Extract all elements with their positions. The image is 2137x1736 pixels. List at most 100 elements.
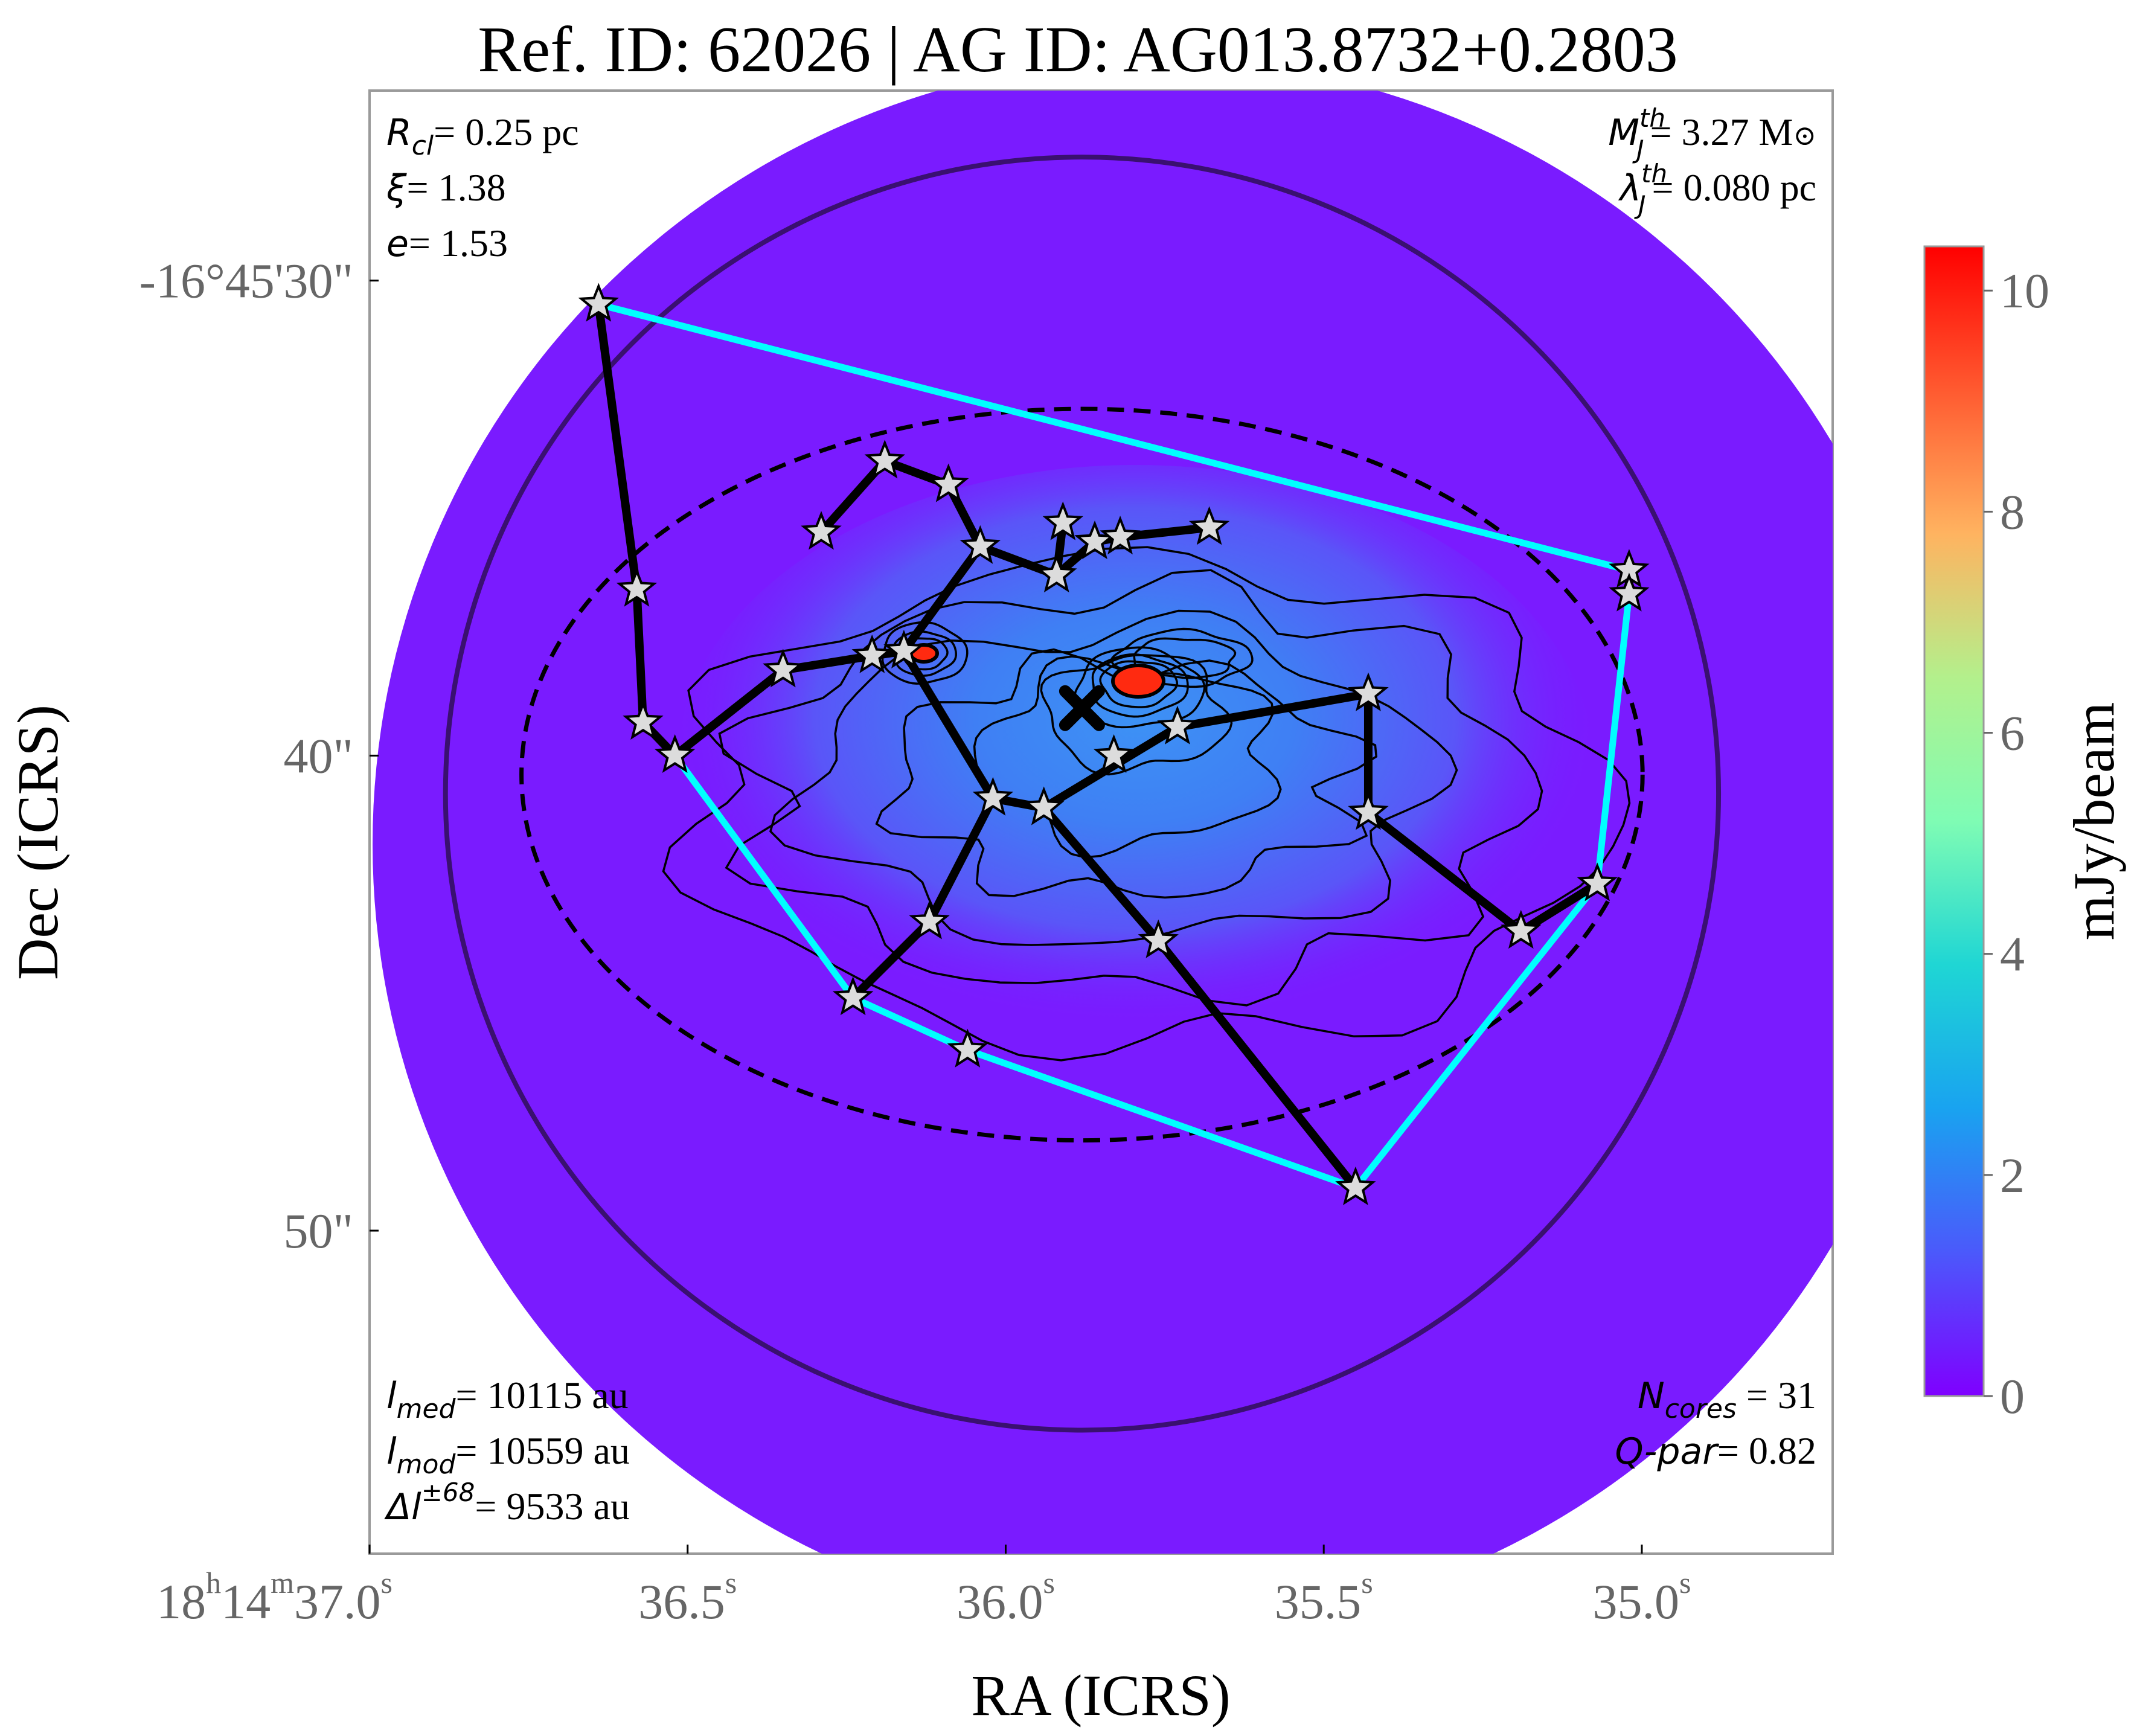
annotation-subscript: mod xyxy=(397,1449,457,1480)
x-tick-seconds-unit: s xyxy=(1043,1566,1054,1600)
hull-edge xyxy=(850,995,971,1054)
mst-edge xyxy=(1039,803,1163,946)
annotation-value: = 10559 au xyxy=(455,1429,630,1472)
x-tick-seconds-unit: s xyxy=(381,1566,392,1600)
hull-edge xyxy=(964,1046,1359,1191)
annotation-symbol: l xyxy=(386,1430,397,1473)
annotation-symbol: N xyxy=(1638,1375,1665,1417)
annotation-symbol: λ xyxy=(1618,167,1642,210)
mst-edge xyxy=(848,917,934,1002)
cores xyxy=(578,283,1650,1205)
colorbar-gradient xyxy=(1923,245,1985,1397)
annotation-value: = 1.53 xyxy=(409,222,508,264)
annotation-symbol: l xyxy=(386,1375,397,1417)
x-tick-seconds: 35.0 xyxy=(1592,1574,1679,1629)
colorbar-label: mJy/beam xyxy=(2062,702,2126,941)
core-star xyxy=(832,976,874,1016)
core-star xyxy=(801,511,842,550)
x-tick-seconds: 35.5 xyxy=(1275,1574,1362,1629)
core-star xyxy=(1100,515,1141,555)
annotation-value: = 31 xyxy=(1737,1374,1816,1417)
center-marker xyxy=(1059,685,1105,731)
x-tick-label: 35.0s xyxy=(1592,1566,1691,1629)
annotation-line: Q-par= 0.82 xyxy=(1615,1429,1816,1473)
contour-line xyxy=(1091,653,1189,718)
annotation-symbol: ξ xyxy=(386,167,407,210)
x-tick-seconds-unit: s xyxy=(725,1566,737,1600)
x-tick-hours-unit: h xyxy=(206,1566,221,1600)
colorbar-tick-label: 4 xyxy=(2000,927,2025,982)
fit-ellipse xyxy=(519,406,1645,1143)
x-axis-label: RA (ICRS) xyxy=(971,1663,1230,1728)
annotation-symbol: e xyxy=(386,223,409,265)
annotation-value: = 0.080 pc xyxy=(1652,166,1817,209)
mst-edge xyxy=(1116,523,1214,542)
annotation-symbol: R xyxy=(386,112,412,154)
core-star xyxy=(1348,672,1389,711)
x-tick-seconds-unit: s xyxy=(1679,1566,1691,1600)
colorbar: 0 2 4 6 8 10 mJy/beam xyxy=(1923,245,2126,1424)
contour-line xyxy=(1099,660,1179,708)
core-star xyxy=(1609,572,1650,612)
annotation-symbol: M xyxy=(1608,112,1639,154)
chart-title: Ref. ID: 62026 | AG ID: AG013.8732+0.280… xyxy=(478,14,1677,86)
core-star xyxy=(1036,553,1077,593)
contour-line xyxy=(1040,654,1233,776)
annotation-subscript: cl xyxy=(412,130,434,161)
annotation-value: = 0.82 xyxy=(1717,1429,1816,1472)
annotation-value: = 10115 au xyxy=(456,1374,629,1417)
annotation-line: Ncores = 31 xyxy=(1638,1374,1816,1424)
core-star xyxy=(1042,501,1084,540)
core-star xyxy=(1093,734,1135,774)
clump-circle xyxy=(443,155,1722,1433)
mst-edge xyxy=(899,542,985,656)
colorbar-tick-label: 2 xyxy=(2000,1148,2025,1203)
annotation-symbol: Q-par xyxy=(1615,1430,1719,1473)
core-star xyxy=(864,440,906,479)
core-star xyxy=(1023,786,1065,825)
colorbar-tick-label: 6 xyxy=(2000,706,2025,761)
annotation-line: e= 1.53 xyxy=(386,222,508,265)
hull-edge xyxy=(595,301,1633,574)
core-star xyxy=(1157,705,1198,745)
contour-line xyxy=(1133,637,1237,679)
annotation-line: ξ= 1.38 xyxy=(386,166,506,210)
x-tick-minutes: 14 xyxy=(221,1574,271,1629)
x-tick-seconds: 36.0 xyxy=(956,1574,1043,1629)
mst-edge xyxy=(632,585,647,727)
mst-edge xyxy=(1516,879,1602,936)
x-tick-label: 18h14m37.0s xyxy=(156,1566,392,1629)
mst-edge xyxy=(670,665,787,760)
core-star xyxy=(928,463,969,502)
contour-line xyxy=(662,546,1631,1062)
core-star xyxy=(909,900,950,940)
core-star xyxy=(972,777,1014,816)
annotation-superscript: th xyxy=(1641,159,1667,188)
center-cross xyxy=(1059,685,1105,731)
colorbar-tick-label: 10 xyxy=(2000,263,2049,318)
hull-edge xyxy=(671,752,857,1002)
core-star xyxy=(654,734,696,774)
annotation-value: = 3.27 M xyxy=(1650,111,1793,153)
annotation-superscript: ±68 xyxy=(421,1478,475,1507)
colorbar-tick-label: 8 xyxy=(2000,484,2025,539)
x-tick-label: 36.5s xyxy=(638,1566,737,1629)
mst-edge xyxy=(1154,937,1360,1193)
core-star xyxy=(1188,506,1230,545)
x-tick-minutes-unit: m xyxy=(271,1566,294,1600)
annotation-line: λth J = 0.080 pc xyxy=(1618,159,1817,220)
core-star xyxy=(947,1028,988,1068)
hull-edge xyxy=(1352,880,1601,1191)
core-star xyxy=(1577,862,1618,902)
contour-line xyxy=(718,569,1543,1007)
core-star xyxy=(578,283,620,322)
mst-edges xyxy=(594,300,1633,1193)
annotation-value: = 1.38 xyxy=(406,166,505,209)
annotation-symbol: Δl xyxy=(384,1486,421,1528)
mst-edge xyxy=(1039,723,1182,812)
core-star xyxy=(851,634,892,673)
x-tick-seconds: 37.0 xyxy=(294,1574,381,1629)
annotation-subscript: med xyxy=(397,1394,457,1424)
